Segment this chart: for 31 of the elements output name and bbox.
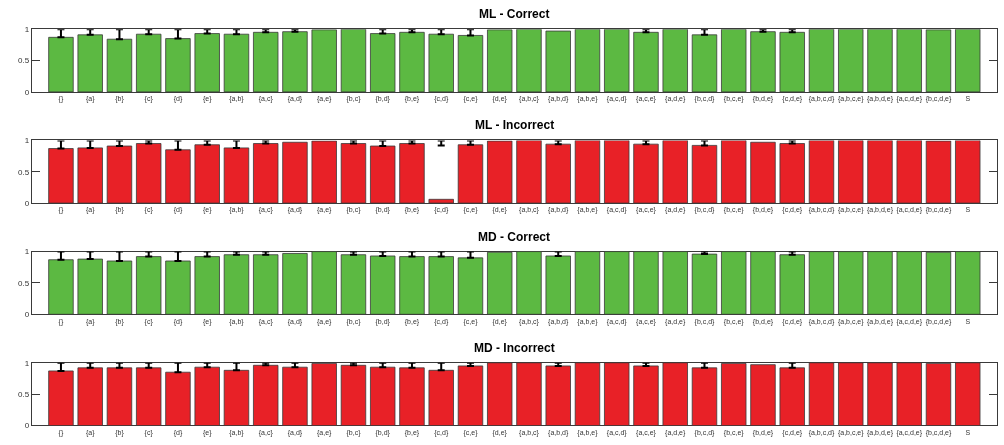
bar [253, 254, 279, 315]
bar [779, 254, 805, 315]
bar [370, 255, 396, 315]
bar [340, 254, 367, 315]
y-tick-label: 0 [24, 310, 30, 320]
y-tick-label: 0.5 [17, 56, 30, 66]
y-tick-label: 0 [24, 421, 30, 431]
bar [545, 255, 571, 315]
chart-title: MD - Correct [478, 230, 551, 244]
bar [428, 256, 454, 315]
y-tick-label: 1 [24, 136, 30, 146]
y-tick-label: 0.5 [17, 389, 30, 399]
y-tick-label: 1 [24, 358, 30, 368]
chart-title: ML - Correct [479, 7, 550, 21]
y-tick-label: 0.5 [17, 278, 30, 288]
bar [223, 254, 250, 315]
bar [77, 258, 103, 315]
bar [165, 260, 191, 315]
bar [457, 257, 484, 315]
bar [194, 256, 220, 315]
y-tick-label: 1 [24, 247, 30, 257]
chart-title: ML - Incorrect [475, 118, 555, 132]
y-tick-label: 1 [24, 24, 30, 34]
y-tick-label: 0.5 [17, 167, 30, 177]
bar [48, 259, 74, 315]
bar [106, 260, 133, 315]
chart-title: MD - Incorrect [474, 341, 555, 355]
y-tick-label: 0 [24, 87, 30, 97]
bar [136, 256, 162, 315]
y-tick-label: 0 [24, 198, 30, 208]
bar [399, 256, 425, 315]
